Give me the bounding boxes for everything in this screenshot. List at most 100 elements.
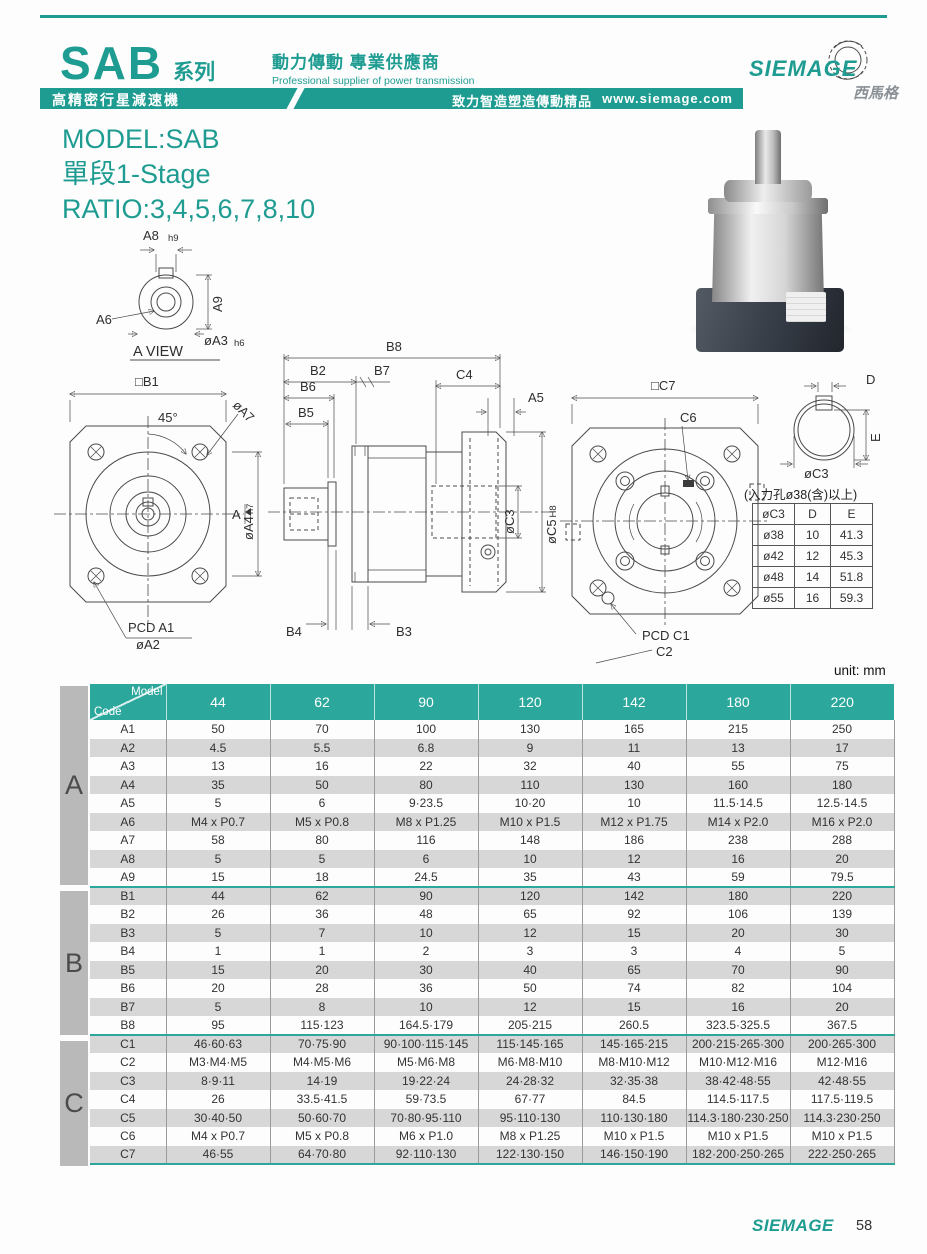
column-header: 142 xyxy=(581,684,686,720)
svg-text:øA2: øA2 xyxy=(136,637,160,652)
dim-value-cell: 1 xyxy=(165,942,271,961)
dim-value-cell: 50 xyxy=(269,775,375,794)
svg-text:øA4h7: øA4h7 xyxy=(241,504,256,540)
gear-icon xyxy=(828,40,868,80)
row-code-label: B7 xyxy=(90,997,167,1016)
header-bar: 高精密行星減速機 致力智造塑造傳動精品 www.siemage.com xyxy=(40,87,743,110)
svg-text:øC3: øC3 xyxy=(804,466,829,481)
dim-value-cell: 36 xyxy=(269,905,375,924)
dim-value-cell: 8 xyxy=(269,997,375,1016)
column-header: 90 xyxy=(373,684,478,720)
dim-value-cell: 92 xyxy=(581,905,687,924)
dim-row-B1: B1 44 62 90 120 142 180 220 xyxy=(90,886,895,905)
row-code-label: A7 xyxy=(90,831,167,850)
row-code-label: A9 xyxy=(90,868,167,888)
dim-value-cell: M4 x P0.7 xyxy=(165,1127,271,1146)
dim-value-cell: 11.5·14.5 xyxy=(685,794,791,813)
dim-value-cell: M14 x P2.0 xyxy=(685,812,791,831)
dim-value-cell: 100 xyxy=(373,720,479,739)
dim-value-cell: 3 xyxy=(477,942,583,961)
tagline-en: Professional supplier of power transmiss… xyxy=(272,75,475,87)
dim-value-cell: 84.5 xyxy=(581,1090,687,1109)
dim-value-cell: 3 xyxy=(581,942,687,961)
dim-value-cell: 24.5 xyxy=(373,868,479,888)
dim-value-cell: 2 xyxy=(373,942,479,961)
svg-text:PCD A1: PCD A1 xyxy=(128,620,174,635)
dim-value-cell: M4·M5·M6 xyxy=(269,1053,375,1072)
dim-value-cell: 5 xyxy=(269,849,375,868)
dim-row-C6: C6 M4 x P0.7 M5 x P0.8 M6 x P1.0 M8 x P1.25 M… xyxy=(90,1127,895,1146)
dim-value-cell: M5·M6·M8 xyxy=(373,1053,479,1072)
input-hole-cell: 12 xyxy=(794,545,831,567)
svg-text:B5: B5 xyxy=(298,405,314,420)
column-header: 62 xyxy=(269,684,374,720)
section-label-B: B xyxy=(60,891,88,1035)
dim-value-cell: 8·9·11 xyxy=(165,1071,271,1090)
dim-value-cell: 114.3·230·250 xyxy=(789,1108,895,1127)
input-hole-header-row: øC3 D E xyxy=(752,503,873,525)
row-code-label: A5 xyxy=(90,794,167,813)
dim-value-cell: M4 x P0.7 xyxy=(165,812,271,831)
dim-row-C4: C4 26 33.5·41.5 59·73.5 67·77 84.5 114.5·117.5… xyxy=(90,1090,895,1109)
dim-row-A6: A6 M4 x P0.7 M5 x P0.8 M8 x P1.25 M10 x P1.5… xyxy=(90,812,895,831)
row-code-label: C4 xyxy=(90,1090,167,1109)
section-label-C: C xyxy=(60,1041,88,1166)
dim-value-cell: 24·28·32 xyxy=(477,1071,583,1090)
dim-value-cell: 12.5·14.5 xyxy=(789,794,895,813)
dim-value-cell: 10·20 xyxy=(477,794,583,813)
dim-value-cell: 40 xyxy=(581,757,687,776)
input-hole-caption: (入力孔ø38(含)以上) xyxy=(744,488,858,502)
unit-label: unit: mm xyxy=(834,663,886,678)
dim-value-cell: 180 xyxy=(685,886,791,905)
dim-value-cell: M3·M4·M5 xyxy=(165,1053,271,1072)
dim-row-C1: C1 46·60·63 70·75·90 90·100·115·145 115·145·… xyxy=(90,1034,895,1053)
row-code-label: B3 xyxy=(90,923,167,942)
row-code-label: A8 xyxy=(90,849,167,868)
dim-value-cell: 200·265·300 xyxy=(789,1034,895,1053)
svg-text:øA3: øA3 xyxy=(204,333,228,348)
dim-value-cell: M6·M8·M10 xyxy=(477,1053,583,1072)
row-code-label: B1 xyxy=(90,886,167,905)
series-title: SAB 系列 xyxy=(60,36,215,90)
dim-value-cell: 116 xyxy=(373,831,479,850)
input-hole-row: ø55 16 59.3 xyxy=(752,587,873,609)
dim-value-cell: 28 xyxy=(269,979,375,998)
dim-value-cell: 26 xyxy=(165,905,271,924)
dim-value-cell: M10 x P1.5 xyxy=(789,1127,895,1146)
svg-text:B2: B2 xyxy=(310,363,326,378)
svg-text:øC3: øC3 xyxy=(502,509,517,534)
dim-value-cell: 122·130·150 xyxy=(477,1145,583,1165)
svg-text:h6: h6 xyxy=(234,338,245,349)
dim-value-cell: 80 xyxy=(373,775,479,794)
rear-view-drawing: □C7 C6 PCD C1 C2 xyxy=(560,378,770,664)
dim-value-cell: 9 xyxy=(477,738,583,757)
dim-value-cell: 110·130·180 xyxy=(581,1108,687,1127)
footer-logo: SIEMAGE xyxy=(752,1216,834,1235)
dim-value-cell: 18 xyxy=(269,868,375,888)
dim-value-cell: 238 xyxy=(685,831,791,850)
dim-value-cell: 65 xyxy=(477,905,583,924)
dim-value-cell: 16 xyxy=(269,757,375,776)
dim-value-cell: 92·110·130 xyxy=(373,1145,479,1165)
input-hole-header: D xyxy=(794,503,831,525)
dim-value-cell: 182·200·250·265 xyxy=(685,1145,791,1165)
dim-value-cell: 164.5·179 xyxy=(373,1016,479,1036)
dim-value-cell: M10 x P1.5 xyxy=(477,812,583,831)
svg-text:A VIEW: A VIEW xyxy=(133,344,183,360)
dim-row-B2: B2 26 36 48 65 92 106 139 xyxy=(90,905,895,924)
dim-row-B7: B7 5 8 10 12 15 16 20 xyxy=(90,997,895,1016)
dim-row-A3: A3 13 16 22 32 40 55 75 xyxy=(90,757,895,776)
dim-value-cell: 9·23.5 xyxy=(373,794,479,813)
dim-value-cell: M8·M10·M12 xyxy=(581,1053,687,1072)
column-header: 220 xyxy=(789,684,894,720)
svg-text:h9: h9 xyxy=(168,233,179,244)
dim-value-cell: 114.3·180·230·250 xyxy=(685,1108,791,1127)
dim-row-C5: C5 30·40·50 50·60·70 70·80·95·110 95·110·130… xyxy=(90,1108,895,1127)
dim-value-cell: 10 xyxy=(373,923,479,942)
photo-flange xyxy=(708,198,828,214)
dim-value-cell: 250 xyxy=(789,720,895,739)
svg-text:øA7: øA7 xyxy=(230,398,257,425)
dim-value-cell: 200·215·265·300 xyxy=(685,1034,791,1053)
dim-value-cell: M16 x P2.0 xyxy=(789,812,895,831)
dim-value-cell: 58 xyxy=(165,831,271,850)
